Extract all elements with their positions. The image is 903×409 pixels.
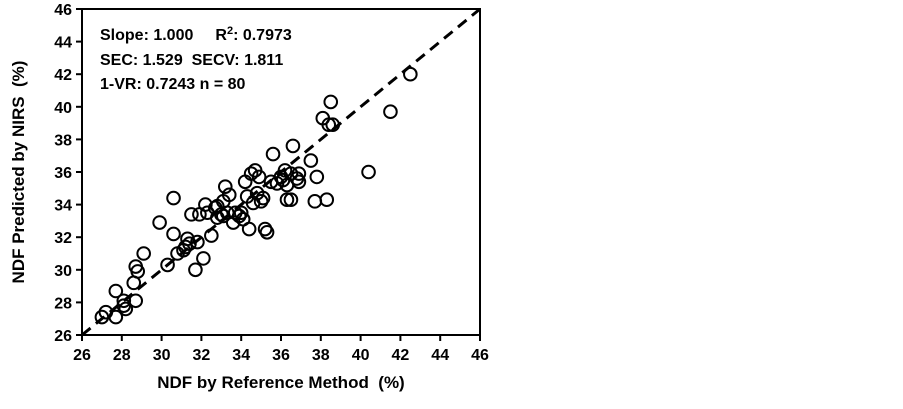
data-point [303,153,319,168]
data-point [108,309,124,325]
x-tick-label: 34 [232,347,250,364]
data-point [136,246,151,261]
data-point [182,236,197,252]
x-tick-label: 32 [193,347,211,364]
data-point [160,257,175,273]
data-point [166,190,181,206]
data-point [241,221,257,237]
data-point [243,166,259,181]
y-tick-label: 28 [54,295,72,312]
data-point [319,192,335,208]
data-point [251,169,267,185]
stats-line-3: 1-VR: 0.7243 n = 80 [100,76,246,93]
y-tick-label: 38 [54,132,72,149]
stats-line-1: Slope: 1.000 R2: 0.7973 [100,25,292,44]
data-point [108,283,124,299]
data-point [217,179,233,194]
y-axis-label: NDF Predicted by NIRS (%) [9,61,28,284]
y-tick-label: 46 [54,2,72,19]
data-point [383,104,398,119]
data-point [166,226,181,242]
data-point [130,264,146,279]
data-point [184,207,199,222]
data-point [118,301,134,317]
y-axis-ticks: 26 28 30 32 34 36 38 40 42 44 46 [54,2,82,345]
y-tick-label: 26 [54,328,72,345]
y-tick-label: 44 [54,35,72,52]
y-tick-label: 34 [54,198,72,215]
data-point [188,262,203,278]
data-point [233,205,249,221]
x-tick-label: 28 [113,347,131,364]
x-tick-label: 38 [312,347,330,364]
data-points [94,66,418,325]
data-point [403,66,418,82]
data-point [265,146,281,162]
data-point [309,169,325,185]
reference-line-1to1 [81,7,481,337]
stats-box: Slope: 1.000 R2: 0.7973 SEC: 1.529 SECV: … [100,25,292,93]
stats-line-2: SEC: 1.529 SECV: 1.811 [100,52,283,69]
y-tick-label: 42 [54,67,72,84]
y-tick-label: 30 [54,263,72,280]
x-tick-label: 46 [471,347,489,364]
y-tick-label: 32 [54,230,72,247]
data-point [283,192,299,208]
y-tick-label: 36 [54,165,72,182]
data-point [259,225,275,240]
x-tick-label: 36 [272,347,290,364]
y-tick-label: 40 [54,100,72,117]
data-point [178,239,193,255]
data-point [361,164,376,180]
data-point [190,234,205,250]
x-axis-ticks: 26 28 30 32 34 36 38 40 42 44 46 [73,335,489,364]
x-tick-label: 26 [73,347,91,364]
data-point [325,117,341,133]
plot-area: 26 28 30 32 34 36 38 40 42 44 46 26 28 30 32 34 36 38 40 4… [54,2,489,364]
x-tick-label: 30 [153,347,171,364]
data-point [255,190,271,206]
data-point [152,215,167,230]
data-point [215,208,231,224]
data-point [323,94,339,110]
x-axis-label: NDF by Reference Method (%) [157,373,404,392]
data-point [279,192,295,208]
data-point [128,293,144,309]
x-tick-label: 42 [392,347,410,364]
data-point [285,138,301,154]
data-point [291,174,307,190]
x-tick-label: 44 [431,347,449,364]
data-point [291,166,307,181]
data-point [307,194,323,209]
data-point [196,251,211,266]
data-point [204,228,219,243]
x-tick-label: 40 [352,347,370,364]
data-point [321,117,337,133]
data-point [221,187,237,203]
